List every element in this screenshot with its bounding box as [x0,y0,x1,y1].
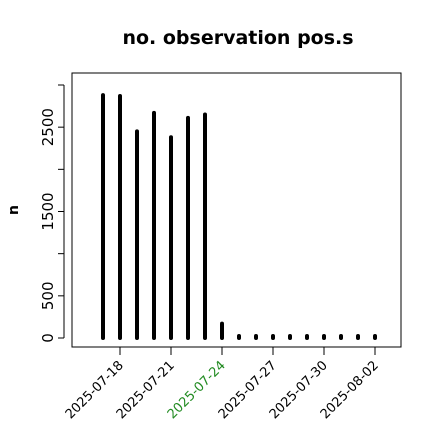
y-tick-label: 0 [39,333,57,343]
bar-series [101,93,377,340]
chart-title: no. observation pos.s [122,27,353,49]
y-tick-label: 500 [39,282,57,311]
y-tick-label: 1500 [39,192,57,230]
y-axis-label: n [6,205,22,215]
y-tick-label: 2500 [39,108,57,146]
y-axis: 0 500 1500 2500 [39,84,65,343]
x-axis: 2025-07-182025-07-212025-07-242025-07-27… [63,346,382,422]
